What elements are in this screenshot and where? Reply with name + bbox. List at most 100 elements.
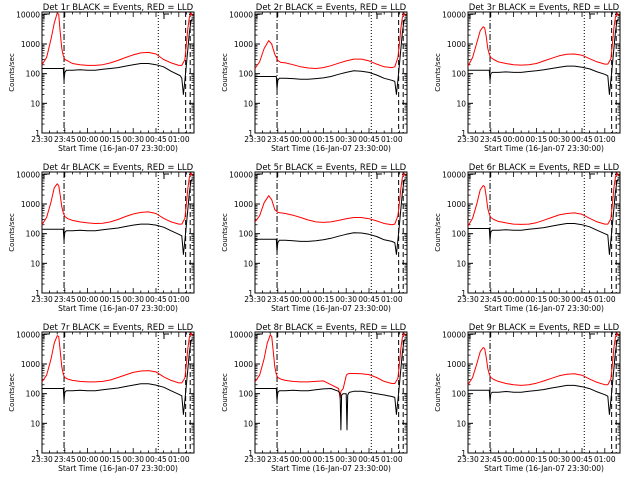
x-tick-label: 00:30 [122,295,144,304]
x-tick-label: 23:45 [267,135,289,144]
x-tick-label: 00:00 [77,295,99,304]
y-tick-label: 10000 [229,330,253,339]
x-tick-label: 00:45 [571,455,593,464]
y-tick-label: 10000 [16,170,40,179]
y-tick-label: 10000 [16,10,40,19]
x-tick-label: 01:00 [381,135,403,144]
y-tick-label: 1 [461,449,466,458]
x-tick-label: 00:45 [145,135,167,144]
y-axis-label: Counts/sec [8,213,16,252]
events-series-line [468,338,619,415]
y-tick-label: 100 [452,390,467,399]
x-tick-label: 00:30 [548,295,570,304]
y-tick-label: 10 [30,259,40,268]
lld-series-line [467,12,619,67]
y-tick-label: 10000 [229,170,253,179]
x-tick-label: 00:45 [358,295,380,304]
x-tick-label: 01:00 [594,295,616,304]
x-tick-label: 23:45 [480,455,502,464]
events-series-line [42,178,193,255]
y-tick-label: 10 [243,419,253,428]
x-tick-label: 00:15 [526,295,548,304]
corner-bracket-icon [589,13,595,19]
x-tick-label: 23:30 [457,135,479,144]
corner-bracket-icon [376,173,382,179]
y-tick-label: 1000 [234,200,253,209]
y-tick-label: 100 [239,230,254,239]
plot-frame [467,331,621,454]
events-series-line [468,178,619,255]
x-tick-label: 00:30 [548,135,570,144]
detector-panel-8: Det 8r BLACK = Events, RED = LLD 1 10 100 10… [221,323,408,473]
lld-series-line [41,172,193,225]
x-tick-label: 23:45 [267,455,289,464]
panel-title: Det 1r BLACK = Events, RED = LLD [43,3,194,13]
x-tick-label: 00:00 [77,135,99,144]
detector-panel-3: Det 3r BLACK = Events, RED = LLD 1 10 100 10… [434,3,621,153]
y-axis-label: Counts/sec [8,53,16,92]
x-tick-label: 00:30 [335,455,357,464]
detector-panel-7: Det 7r BLACK = Events, RED = LLD 1 10 100 10… [8,323,195,473]
x-tick-label: 00:15 [100,455,122,464]
y-tick-label: 1000 [447,40,466,49]
x-tick-label: 00:15 [313,295,335,304]
x-tick-label: 00:00 [77,455,99,464]
panel-title: Det 9r BLACK = Events, RED = LLD [469,323,620,333]
y-tick-label: 10 [456,99,466,108]
x-tick-label: 23:45 [480,135,502,144]
panel-title: Det 3r BLACK = Events, RED = LLD [469,3,620,13]
y-tick-label: 10000 [16,330,40,339]
x-axis-label: Start Time (16-Jan-07 23:30:00) [484,304,604,313]
corner-bracket-icon [163,13,169,19]
corner-bracket-icon [163,173,169,179]
x-tick-label: 00:15 [313,455,335,464]
y-axis-label: Counts/sec [434,213,442,252]
lld-series-line [254,12,406,69]
events-series-line [468,18,619,95]
y-tick-label: 10000 [442,330,466,339]
y-tick-label: 1 [248,289,253,298]
y-tick-label: 100 [26,390,41,399]
x-tick-label: 00:00 [290,135,312,144]
y-tick-label: 1 [248,449,253,458]
x-tick-label: 23:45 [54,135,76,144]
y-axis-label: Counts/sec [434,373,442,412]
y-tick-label: 100 [452,230,467,239]
lld-series-line [254,172,406,226]
y-tick-label: 100 [452,70,467,79]
x-axis-label: Start Time (16-Jan-07 23:30:00) [484,464,604,473]
x-tick-label: 01:00 [594,135,616,144]
x-tick-label: 01:00 [168,455,190,464]
x-tick-label: 23:30 [31,295,53,304]
x-axis-label: Start Time (16-Jan-07 23:30:00) [271,144,391,153]
x-tick-label: 23:30 [31,455,53,464]
panel-title: Det 8r BLACK = Events, RED = LLD [256,323,407,333]
y-tick-label: 10 [243,99,253,108]
y-tick-label: 1000 [21,360,40,369]
y-tick-label: 10 [456,419,466,428]
detector-panel-1: Det 1r BLACK = Events, RED = LLD 1 10 100 10… [8,3,195,153]
x-tick-label: 00:45 [358,135,380,144]
y-axis-label: Counts/sec [221,373,229,412]
y-tick-label: 1 [35,289,40,298]
y-tick-label: 100 [26,230,41,239]
x-tick-label: 00:45 [571,295,593,304]
y-tick-label: 1 [35,129,40,138]
x-tick-label: 01:00 [381,295,403,304]
x-tick-label: 00:45 [145,295,167,304]
x-tick-label: 00:30 [122,135,144,144]
x-tick-label: 00:00 [503,295,525,304]
x-axis-label: Start Time (16-Jan-07 23:30:00) [58,464,178,473]
y-axis-label: Counts/sec [8,373,16,412]
x-tick-label: 01:00 [381,455,403,464]
x-tick-label: 00:45 [358,455,380,464]
x-tick-label: 00:15 [526,135,548,144]
x-tick-label: 00:00 [503,135,525,144]
y-tick-label: 1000 [447,360,466,369]
corner-bracket-icon [376,13,382,19]
panel-title: Det 2r BLACK = Events, RED = LLD [256,3,407,13]
x-tick-label: 23:45 [480,295,502,304]
x-tick-label: 00:15 [526,455,548,464]
corner-bracket-icon [256,13,262,19]
x-tick-label: 00:15 [100,295,122,304]
